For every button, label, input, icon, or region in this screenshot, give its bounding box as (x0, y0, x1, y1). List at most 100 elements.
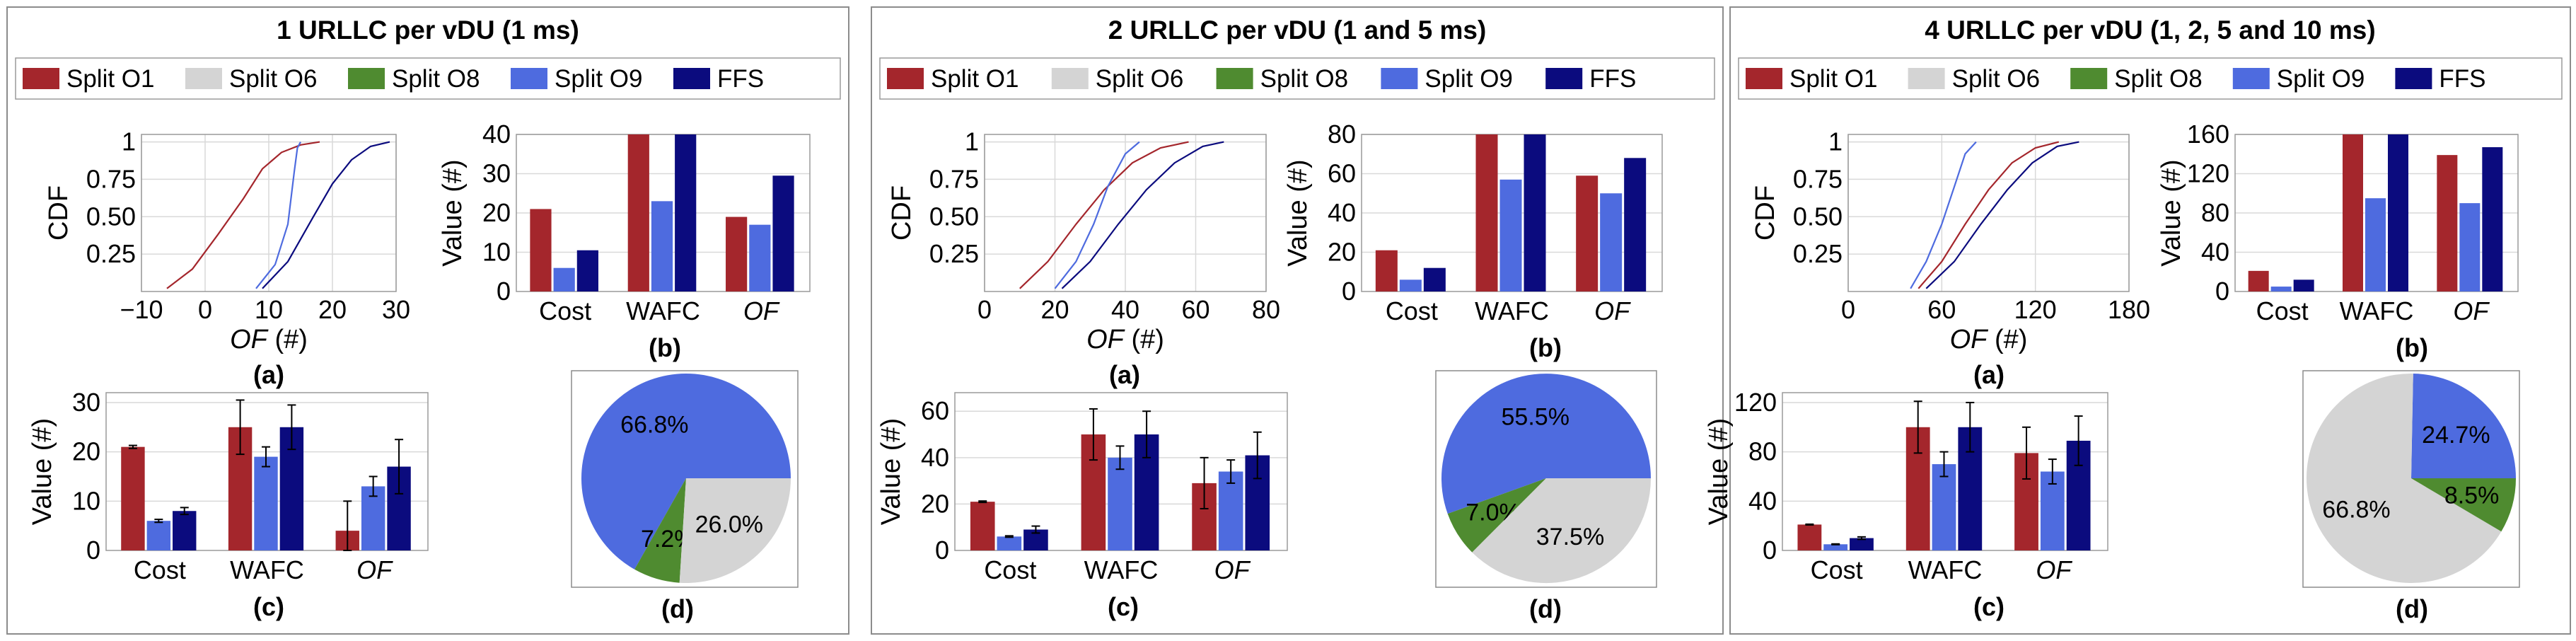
x-tick-label: 40 (1111, 295, 1139, 324)
sublabel-d: (d) (2396, 594, 2428, 623)
category-label: OF (2036, 555, 2072, 584)
panel-2: 2 URLLC per vDU (1 and 5 ms) Split O1 Spli… (871, 6, 1724, 635)
y-axis-label: Value (#) (876, 418, 906, 525)
legend-entry: FFS (1589, 65, 1636, 93)
y-tick-label: 40 (921, 443, 949, 472)
pie-label: 37.5% (1536, 524, 1604, 550)
cdf-line-ffs (262, 141, 390, 289)
y-axis-label: Value (#) (1283, 159, 1313, 266)
bar-split-o9 (553, 267, 575, 291)
y-tick-label: 160 (2187, 120, 2229, 149)
legend-entry: Split O1 (1789, 65, 1878, 93)
panel-1: 1 URLLC per vDU (1 ms)Split O1 Split O6 Sp… (6, 6, 849, 635)
legend: Split O1 Split O6 Split O8 Split O9 FFS (15, 57, 841, 100)
category-label: Cost (984, 555, 1036, 584)
bar-split-o9 (146, 521, 171, 550)
legend: Split O1 Split O6 Split O8 Split O9 FFS (879, 57, 1715, 100)
y-tick-label: 0.50 (86, 202, 136, 231)
pie-chart: 66.8%7.2%26.0%(d) (571, 370, 799, 623)
legend-swatch (1216, 68, 1253, 89)
x-tick-label: 20 (318, 295, 347, 324)
cdf-line-split-o9 (255, 142, 301, 289)
legend-entry: Split O6 (229, 65, 318, 93)
x-tick-label: 60 (1927, 295, 1956, 324)
category-label: OF (743, 296, 780, 325)
category-label: WAFC (230, 555, 304, 584)
pie-label: 66.8% (2322, 496, 2390, 523)
bar-split-o1 (1576, 175, 1599, 291)
y-tick-label: 80 (1748, 437, 1777, 466)
panel-title: 4 URLLC per vDU (1, 2, 5 and 10 ms) (1925, 16, 2375, 45)
y-tick-label: 80 (1328, 120, 1356, 149)
sublabel-c: (c) (1108, 592, 1139, 621)
bar-split-o9 (651, 201, 673, 291)
sublabel-c: (c) (1973, 592, 2004, 621)
category-label: Cost (1386, 296, 1438, 325)
x-tick-label: 30 (382, 295, 410, 324)
y-tick-label: 0 (1342, 277, 1356, 306)
legend: Split O1 Split O6 Split O8 Split O9 FFS (1738, 57, 2563, 100)
legend-swatch (1746, 68, 1782, 89)
panel-title: 2 URLLC per vDU (1 and 5 ms) (1108, 16, 1487, 45)
pie-label: 55.5% (1502, 404, 1570, 431)
y-tick-label: 0.25 (929, 239, 979, 268)
cdf-line-ffs (1061, 141, 1224, 289)
legend-swatch (2232, 68, 2270, 89)
legend-entry: Split O8 (2114, 65, 2203, 93)
x-tick-label: 60 (1181, 295, 1209, 324)
cdf-line-split-o9 (1910, 141, 1977, 289)
bar-split-o9 (1499, 179, 1522, 291)
bar-ffs (173, 511, 197, 550)
cdf-line-split-o1 (1019, 141, 1189, 289)
pie-chart: 55.5%7.0%37.5%(d) (1435, 370, 1657, 623)
category-label: Cost (134, 555, 186, 584)
bar-ffs (675, 134, 697, 291)
bar-split-o1 (627, 134, 649, 291)
y-axis-label: CDF (887, 185, 917, 241)
legend-entry: FFS (2439, 65, 2485, 93)
y-tick-label: 0 (935, 536, 949, 565)
bar-split-o1 (1797, 524, 1822, 550)
pie-slice-split-o6 (1472, 478, 1651, 584)
x-tick-label: 0 (198, 295, 212, 324)
category-label: OF (1594, 296, 1631, 325)
sublabel-d: (d) (1529, 594, 1562, 623)
bar-split-o9 (254, 456, 278, 550)
y-tick-label: 0 (497, 277, 511, 306)
cdf-line-split-o1 (1918, 141, 2060, 289)
y-axis-label: CDF (1751, 185, 1780, 241)
y-tick-label: 60 (921, 396, 949, 425)
y-tick-label: 40 (1748, 486, 1777, 515)
pie-slice-split-o8 (2411, 478, 2516, 532)
y-tick-label: 1 (965, 127, 979, 156)
pie-slice-split-o9 (581, 373, 791, 570)
bar-chart: 0 20 40 60 80 Cost WAFC OF Value (#) (b) (1283, 120, 1663, 362)
x-tick-label: −10 (120, 295, 163, 324)
x-tick-label: 80 (1252, 295, 1280, 324)
bar-split-o9 (1399, 279, 1422, 291)
panel-frame (1729, 6, 2571, 635)
legend-swatch (1545, 68, 1583, 89)
sublabel-b: (b) (649, 333, 681, 362)
bar-ffs (1850, 538, 1874, 550)
bar-split-o1 (970, 502, 995, 550)
sublabel-b: (b) (2396, 333, 2428, 362)
x-tick-label: 10 (255, 295, 283, 324)
legend-entry: Split O6 (1096, 65, 1184, 93)
plot-area (141, 134, 397, 292)
sublabel-d: (d) (661, 594, 694, 623)
y-tick-label: 0 (86, 536, 100, 565)
bar-split-o9 (2459, 203, 2481, 291)
x-tick-label: 0 (1841, 295, 1855, 324)
pie-slice-split-o9 (2411, 374, 2516, 478)
bar-split-o1 (121, 446, 145, 550)
category-label: WAFC (1908, 555, 1983, 584)
bar-chart: 0 10 20 30 40 Cost WAFC OF Value (#) (b) (438, 120, 811, 362)
y-tick-label: 30 (72, 388, 100, 417)
bar-split-o9 (1823, 544, 1848, 550)
y-tick-label: 20 (482, 198, 511, 227)
bar-split-o9 (1600, 193, 1623, 291)
bar-chart: 0 40 80 120 160 Cost WAFC OF Value (#) (b) (2157, 120, 2519, 362)
y-axis-label: Value (#) (1704, 418, 1734, 525)
pie-slice-split-o9 (1441, 374, 1651, 514)
